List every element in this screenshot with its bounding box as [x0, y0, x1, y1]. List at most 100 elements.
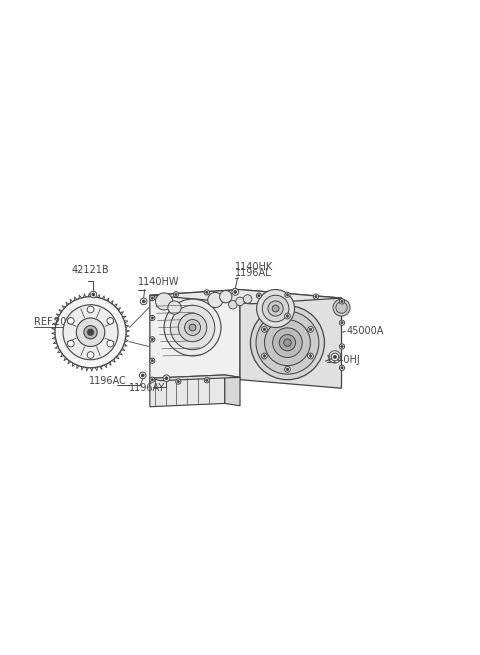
Circle shape	[273, 328, 302, 358]
Circle shape	[331, 353, 339, 361]
Circle shape	[309, 355, 312, 357]
Circle shape	[279, 335, 296, 351]
Circle shape	[165, 377, 168, 380]
Circle shape	[341, 345, 343, 348]
Circle shape	[87, 352, 94, 358]
Circle shape	[151, 297, 154, 299]
Circle shape	[177, 381, 180, 383]
Circle shape	[339, 299, 345, 304]
Circle shape	[286, 293, 288, 296]
Circle shape	[204, 377, 209, 383]
Circle shape	[243, 295, 252, 303]
Polygon shape	[150, 375, 225, 407]
Circle shape	[150, 337, 155, 342]
Circle shape	[156, 293, 173, 310]
Polygon shape	[225, 375, 240, 406]
Circle shape	[309, 328, 312, 331]
Circle shape	[286, 315, 289, 317]
Circle shape	[68, 341, 74, 347]
Circle shape	[55, 297, 126, 368]
Circle shape	[150, 377, 155, 383]
Circle shape	[76, 318, 105, 346]
Circle shape	[173, 291, 179, 297]
Circle shape	[251, 306, 324, 380]
Circle shape	[151, 317, 154, 319]
Circle shape	[87, 329, 94, 335]
Polygon shape	[150, 375, 240, 381]
Circle shape	[150, 358, 155, 364]
Polygon shape	[150, 290, 240, 385]
Circle shape	[151, 338, 154, 341]
Circle shape	[140, 298, 147, 305]
Circle shape	[315, 295, 317, 298]
Text: 1196AC: 1196AC	[89, 377, 127, 386]
Circle shape	[341, 322, 343, 324]
Circle shape	[204, 290, 209, 295]
Circle shape	[150, 295, 155, 301]
Circle shape	[233, 288, 238, 293]
Circle shape	[219, 291, 232, 303]
Circle shape	[257, 290, 295, 328]
Circle shape	[263, 328, 265, 331]
Circle shape	[185, 320, 201, 335]
Circle shape	[308, 353, 313, 359]
Circle shape	[341, 300, 343, 303]
Polygon shape	[150, 290, 342, 304]
Circle shape	[151, 360, 154, 362]
Circle shape	[92, 293, 95, 296]
Circle shape	[341, 367, 343, 369]
Circle shape	[272, 305, 279, 312]
Circle shape	[151, 379, 154, 381]
Circle shape	[333, 355, 336, 359]
Circle shape	[234, 290, 237, 293]
Circle shape	[150, 316, 155, 320]
Circle shape	[262, 326, 267, 332]
Circle shape	[175, 293, 177, 295]
Circle shape	[313, 294, 319, 299]
Text: 42121B: 42121B	[72, 265, 109, 275]
Circle shape	[68, 318, 74, 324]
Circle shape	[141, 374, 144, 377]
Text: 45000A: 45000A	[346, 326, 384, 336]
Circle shape	[205, 291, 208, 293]
Circle shape	[256, 293, 262, 298]
Text: 1140HJ: 1140HJ	[326, 355, 361, 365]
Circle shape	[262, 353, 267, 359]
Circle shape	[336, 302, 347, 313]
Circle shape	[263, 355, 265, 357]
Circle shape	[139, 372, 146, 379]
Circle shape	[189, 324, 196, 331]
Circle shape	[285, 292, 290, 297]
Circle shape	[87, 306, 94, 313]
Text: 1196AY: 1196AY	[129, 383, 165, 392]
Circle shape	[228, 301, 237, 309]
Circle shape	[268, 301, 283, 316]
Circle shape	[339, 320, 345, 326]
Circle shape	[142, 300, 145, 303]
Circle shape	[285, 367, 290, 372]
Circle shape	[164, 299, 221, 356]
Text: 1140HW: 1140HW	[138, 277, 180, 287]
Circle shape	[339, 365, 345, 371]
Circle shape	[234, 290, 237, 292]
Circle shape	[107, 341, 114, 347]
Circle shape	[339, 344, 345, 349]
Circle shape	[179, 313, 207, 342]
Circle shape	[236, 297, 244, 306]
Circle shape	[84, 326, 97, 339]
Circle shape	[107, 318, 114, 324]
Text: 1140HK: 1140HK	[235, 261, 274, 272]
Circle shape	[285, 313, 290, 319]
Circle shape	[163, 375, 170, 382]
Circle shape	[333, 299, 350, 316]
Circle shape	[264, 320, 311, 365]
Circle shape	[232, 289, 239, 295]
Circle shape	[258, 295, 260, 297]
Circle shape	[176, 379, 181, 384]
Circle shape	[168, 301, 181, 314]
Circle shape	[308, 326, 313, 332]
Circle shape	[262, 295, 289, 322]
Circle shape	[208, 292, 223, 308]
Polygon shape	[240, 290, 342, 388]
Circle shape	[284, 339, 291, 346]
